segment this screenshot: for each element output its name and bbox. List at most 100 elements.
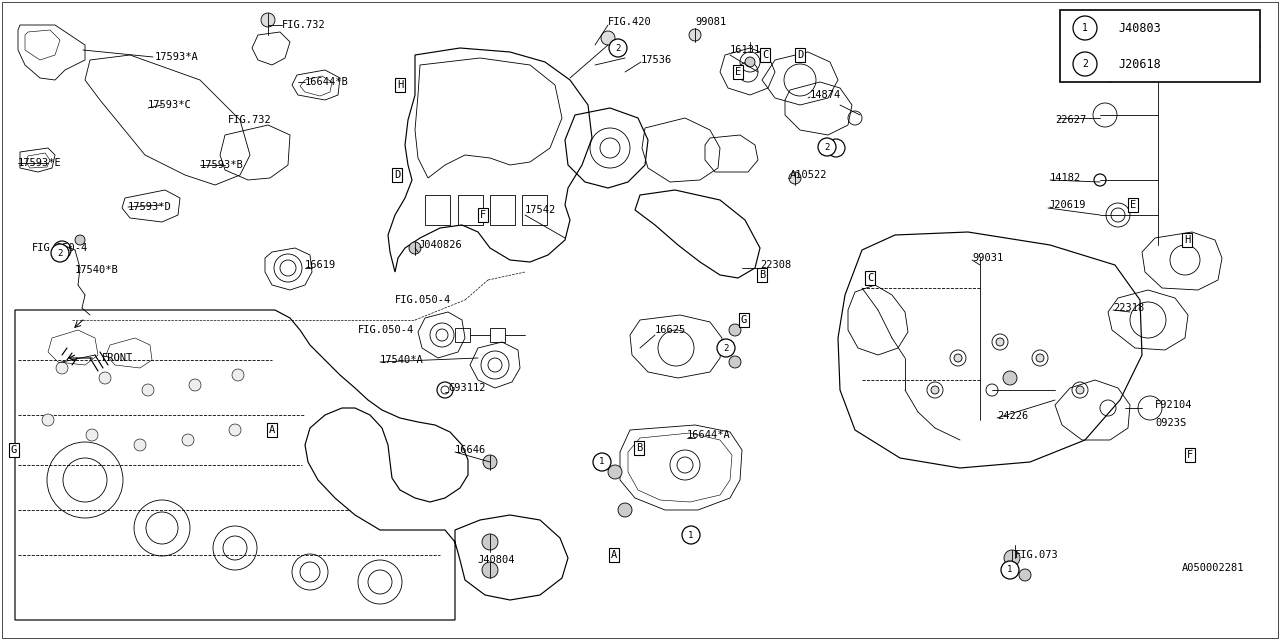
Circle shape (261, 13, 275, 27)
Circle shape (42, 414, 54, 426)
Circle shape (788, 172, 801, 184)
Text: A: A (269, 425, 275, 435)
Circle shape (818, 138, 836, 156)
Text: 16646: 16646 (454, 445, 486, 455)
Text: 17536: 17536 (641, 55, 672, 65)
Text: H: H (397, 80, 403, 90)
Bar (490, 328, 506, 342)
Text: FIG.073: FIG.073 (1015, 550, 1059, 560)
Text: 2: 2 (723, 344, 728, 353)
Circle shape (717, 339, 735, 357)
Text: J040826: J040826 (419, 240, 462, 250)
Circle shape (142, 384, 154, 396)
Text: 99031: 99031 (972, 253, 1004, 263)
Circle shape (593, 453, 611, 471)
Text: D: D (394, 170, 401, 180)
Bar (454, 328, 470, 342)
Circle shape (86, 429, 99, 441)
Circle shape (483, 534, 498, 550)
Polygon shape (388, 48, 593, 272)
Text: G93112: G93112 (448, 383, 485, 393)
Circle shape (483, 562, 498, 578)
Text: 22318: 22318 (1114, 303, 1144, 313)
Circle shape (1076, 386, 1084, 394)
Circle shape (56, 362, 68, 374)
Circle shape (954, 354, 963, 362)
Bar (1060, 10, 1260, 82)
Text: 16644*B: 16644*B (305, 77, 348, 87)
Text: F92104: F92104 (1155, 400, 1193, 410)
Text: J20618: J20618 (1117, 58, 1161, 70)
Circle shape (189, 379, 201, 391)
Polygon shape (635, 190, 760, 278)
Text: 17540*A: 17540*A (380, 355, 424, 365)
Text: 16644*A: 16644*A (687, 430, 731, 440)
Polygon shape (15, 310, 568, 620)
Text: FIG.050-4: FIG.050-4 (358, 325, 415, 335)
Text: A: A (611, 550, 617, 560)
Circle shape (410, 242, 421, 254)
Text: 17593*E: 17593*E (18, 158, 61, 168)
Text: 14182: 14182 (1050, 173, 1082, 183)
Text: 14874: 14874 (810, 90, 841, 100)
Text: 17593*D: 17593*D (128, 202, 172, 212)
Text: H: H (1184, 235, 1190, 245)
Circle shape (1004, 550, 1020, 566)
Circle shape (745, 57, 755, 67)
Text: 2: 2 (1082, 59, 1088, 69)
Text: 0923S: 0923S (1155, 418, 1187, 428)
Circle shape (229, 424, 241, 436)
Text: B: B (759, 270, 765, 280)
Text: 17542: 17542 (525, 205, 557, 215)
Text: G: G (741, 315, 748, 325)
Circle shape (618, 503, 632, 517)
Text: 1: 1 (599, 458, 604, 467)
Text: FRONT: FRONT (102, 353, 133, 363)
Text: 2: 2 (824, 143, 829, 152)
Circle shape (51, 244, 69, 262)
Circle shape (996, 338, 1004, 346)
Text: 14185: 14185 (1170, 60, 1201, 70)
Text: 1: 1 (689, 531, 694, 540)
Text: 17593*C: 17593*C (148, 100, 192, 110)
Text: 22308: 22308 (760, 260, 791, 270)
Text: E: E (735, 67, 741, 77)
Circle shape (483, 455, 497, 469)
Text: G: G (10, 445, 17, 455)
Circle shape (99, 372, 111, 384)
Circle shape (602, 31, 614, 45)
Text: 1: 1 (1007, 566, 1012, 575)
Circle shape (1004, 371, 1018, 385)
Circle shape (931, 386, 940, 394)
Text: 16131: 16131 (730, 45, 762, 55)
Circle shape (1001, 561, 1019, 579)
Text: 2: 2 (58, 248, 63, 257)
Circle shape (1019, 569, 1030, 581)
Text: 17593*B: 17593*B (200, 160, 243, 170)
Text: C: C (762, 50, 768, 60)
Text: D: D (797, 50, 803, 60)
Text: 2: 2 (616, 44, 621, 52)
Text: E: E (1130, 200, 1137, 210)
Text: F: F (1187, 450, 1193, 460)
Circle shape (182, 434, 195, 446)
Text: 17540*B: 17540*B (76, 265, 119, 275)
Text: FIG.732: FIG.732 (282, 20, 325, 30)
Text: A050002281: A050002281 (1181, 563, 1244, 573)
Text: 16625: 16625 (655, 325, 686, 335)
Text: FIG.732: FIG.732 (228, 115, 271, 125)
Circle shape (682, 526, 700, 544)
Text: 1: 1 (1082, 23, 1088, 33)
Circle shape (609, 39, 627, 57)
Text: 17593*A: 17593*A (155, 52, 198, 62)
Text: FIG.420: FIG.420 (608, 17, 652, 27)
Text: F: F (480, 210, 486, 220)
Text: FIG.050-4: FIG.050-4 (32, 243, 88, 253)
Circle shape (608, 465, 622, 479)
Circle shape (76, 235, 84, 245)
Circle shape (1036, 354, 1044, 362)
Text: J40804: J40804 (477, 555, 515, 565)
Circle shape (1167, 57, 1183, 73)
Circle shape (232, 369, 244, 381)
Text: B: B (636, 443, 643, 453)
